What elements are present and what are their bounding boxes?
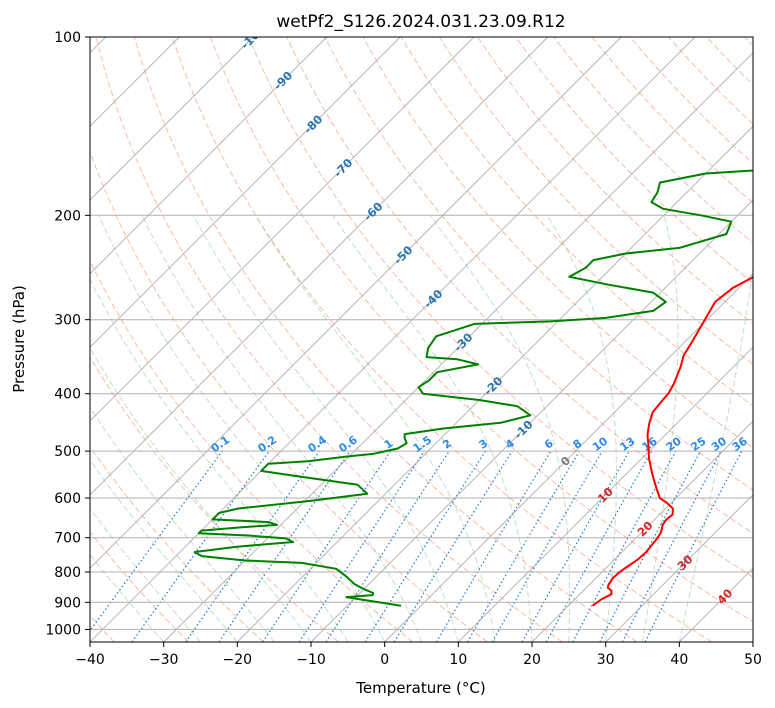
isotherms xyxy=(90,37,753,642)
temperature-profile-line xyxy=(592,276,753,607)
y-tick-label: 500 xyxy=(54,444,81,460)
x-tick-label: 20 xyxy=(523,652,541,668)
x-tick-label: −10 xyxy=(296,652,326,668)
moist-adiabat-line xyxy=(332,215,533,642)
mixing-ratio-line xyxy=(131,450,270,642)
dry-adiabat-line xyxy=(90,356,339,642)
dewpoint-profile-line xyxy=(193,169,753,607)
isotherm-line xyxy=(605,494,753,642)
plot-frame xyxy=(89,36,754,643)
moist-adiabat-line xyxy=(90,507,201,642)
dry-adiabat-line xyxy=(90,531,190,642)
mixing-ratio-line xyxy=(90,450,223,632)
y-tick-label: 700 xyxy=(54,531,81,547)
mixing-ratio-line xyxy=(521,450,631,642)
x-tick-label: 10 xyxy=(449,652,467,668)
x-tick-label: 0 xyxy=(380,652,389,668)
isotherm-line xyxy=(90,37,254,201)
dry-adiabat-line xyxy=(90,150,488,642)
isotherm-line xyxy=(531,420,753,642)
isotherm-line xyxy=(384,273,753,642)
isotherm-line xyxy=(90,37,475,422)
dry-adiabat-line xyxy=(171,37,712,642)
isotherm-line xyxy=(163,52,753,642)
isotherm-line xyxy=(90,37,401,348)
y-tick-label: 400 xyxy=(54,387,81,403)
dry-adiabat-line xyxy=(95,37,563,642)
isotherm-line xyxy=(457,346,753,642)
y-tick-label: 800 xyxy=(54,565,81,581)
moist-adiabat-line xyxy=(192,215,459,642)
moist-adiabat-line xyxy=(90,553,165,642)
moist-adiabat-line xyxy=(90,347,312,642)
y-axis-label: Pressure (hPa) xyxy=(10,285,28,393)
isotherm-line xyxy=(90,37,549,496)
dry-adiabat-line xyxy=(400,37,753,407)
mixing-ratio-line xyxy=(185,450,320,642)
mixing-ratio-line xyxy=(325,450,450,642)
y-tick-label: 600 xyxy=(54,491,81,507)
dry-adiabat-line xyxy=(248,37,753,578)
dry-adiabat-line xyxy=(133,37,638,642)
y-tick-label: 300 xyxy=(54,313,81,329)
x-tick-label: −30 xyxy=(149,652,179,668)
moist-adiabat-line xyxy=(642,215,679,642)
isobars xyxy=(90,37,753,630)
y-tick-label: 100 xyxy=(54,30,81,46)
moist-adiabat-line xyxy=(141,215,422,642)
dry-adiabat-line xyxy=(515,37,753,284)
x-tick-label: −20 xyxy=(223,652,253,668)
y-tick-label: 1000 xyxy=(45,622,81,638)
y-axis-ticks: 100 200 300 400 500 600 700 800 900 1000 xyxy=(45,30,90,638)
x-tick-label: 50 xyxy=(744,652,762,668)
chart-title: wetPf2_S126.2024.031.23.09.R12 xyxy=(276,12,565,32)
dry-adiabat-line xyxy=(210,37,753,623)
moist-adiabat-line xyxy=(678,263,753,642)
mixing-ratio-line xyxy=(218,450,351,642)
dry-adiabat-line xyxy=(90,445,264,642)
x-axis-ticks: −40 −30 −20 −10 0 10 20 30 40 50 xyxy=(75,642,762,668)
y-tick-label: 900 xyxy=(54,595,81,611)
mixing-ratio-line xyxy=(644,450,743,642)
profile-series xyxy=(193,169,753,607)
y-tick-label: 200 xyxy=(54,208,81,224)
moist-adiabat-line xyxy=(546,215,617,642)
isotherm-line xyxy=(310,199,753,642)
x-axis-label: Temperature (°C) xyxy=(355,679,485,697)
moist-adiabat-line xyxy=(254,215,496,642)
mixing-ratio-line xyxy=(545,450,653,642)
x-tick-label: 40 xyxy=(670,652,688,668)
moist-adiabat-line xyxy=(90,459,238,642)
isotherm-line xyxy=(90,37,696,642)
x-tick-label: −40 xyxy=(75,652,105,668)
x-tick-label: 30 xyxy=(597,652,615,668)
isotherm-line xyxy=(236,125,753,642)
isotherm-line xyxy=(90,37,622,569)
mixing-ratio-line xyxy=(572,450,677,642)
dry-adiabat-line xyxy=(438,37,753,366)
mixing-ratio-line xyxy=(393,450,513,642)
isotherm-line xyxy=(90,37,328,275)
mixing-ratio-line xyxy=(298,450,425,642)
